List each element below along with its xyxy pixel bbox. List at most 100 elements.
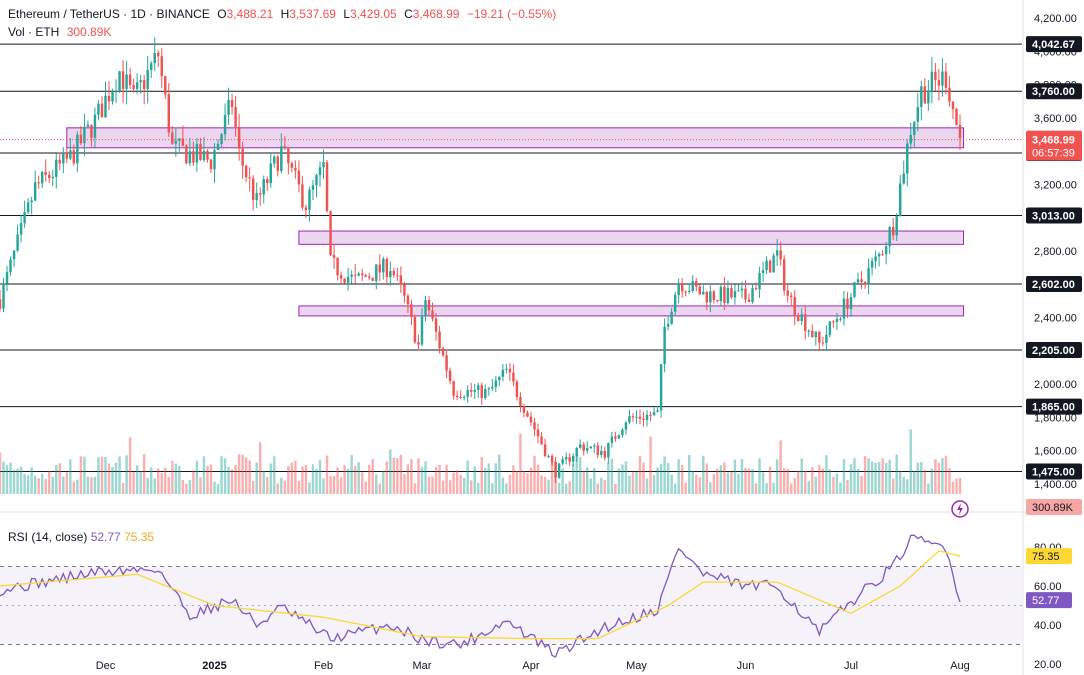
level-label: 4,042.67 (1032, 39, 1075, 51)
candle-body (923, 86, 927, 104)
candle-body (199, 143, 202, 161)
volume-bar (874, 462, 877, 494)
candle-body (754, 288, 758, 290)
rsi-tick-label: 40.00 (1034, 620, 1062, 632)
volume-bar (680, 464, 684, 494)
volume-bar (631, 471, 635, 494)
candle-body (149, 63, 153, 71)
candle-body (459, 396, 462, 398)
rsi-tick-label: 60.00 (1034, 581, 1062, 593)
volume-bar (178, 465, 181, 494)
candle-body (160, 56, 163, 77)
candle-body (747, 299, 751, 303)
candle-body (185, 145, 188, 164)
candle-body (269, 163, 272, 184)
candle-body (153, 53, 156, 64)
candle-body (515, 381, 519, 397)
rsi-ma-line (0, 550, 961, 640)
candle-body (251, 178, 255, 200)
volume-bar (431, 476, 434, 494)
candle-body (462, 396, 466, 398)
candle-body (455, 395, 459, 397)
volume-bar (353, 465, 357, 494)
volume-bar (406, 464, 410, 494)
volume-bar (550, 461, 554, 494)
volume-bar (417, 458, 420, 494)
candle-body (522, 406, 526, 413)
volume-bar (927, 483, 930, 494)
volume-bar (712, 474, 716, 494)
volume-bar (188, 479, 192, 494)
candle-body (512, 372, 515, 382)
candle-body (898, 183, 902, 217)
volume-bar (775, 459, 779, 494)
candle-body (726, 287, 730, 304)
volume-bar (480, 457, 483, 494)
volume-bar (469, 480, 473, 494)
volume-bar (867, 458, 870, 494)
volume-bar (62, 476, 65, 494)
volume-bar (839, 482, 842, 494)
candle-body (406, 295, 410, 305)
candle-body (174, 140, 178, 144)
candle-body (118, 71, 121, 92)
volume-bar (941, 458, 944, 494)
volume-bar (223, 458, 227, 494)
volume-bar (434, 466, 438, 494)
volume-bar (487, 463, 491, 494)
volume-bar (160, 473, 163, 494)
candle-body (51, 176, 54, 179)
volume-bar (185, 483, 188, 494)
level-label-box (1026, 36, 1082, 53)
candle-body (874, 256, 877, 262)
volume-bar (462, 478, 466, 494)
volume-bar (273, 456, 276, 494)
volume-bar (726, 472, 730, 494)
legend-rsi: RSI (14, close) 52.77 75.35 (8, 530, 154, 544)
candle-body (751, 288, 754, 303)
candle-body (877, 254, 881, 257)
volume-bar (237, 454, 241, 494)
candle-body (178, 138, 181, 141)
candle-body (624, 422, 628, 430)
candle-body (498, 376, 501, 381)
candle-body (649, 414, 652, 416)
price-tick-label: 1,600.00 (1034, 446, 1077, 458)
volume-bar (501, 477, 505, 494)
volume-bar (157, 468, 160, 494)
volume-bar (849, 464, 853, 494)
candle-body (283, 146, 287, 148)
candle-body (677, 282, 680, 296)
candle-body (244, 165, 248, 178)
volume-bar (898, 471, 902, 494)
support-resistance-zone (66, 127, 965, 149)
volume-bar (51, 477, 54, 494)
volume-bar (564, 483, 568, 494)
volume-bar (505, 483, 508, 494)
volume-bar (554, 460, 557, 494)
level-label-box (1026, 463, 1082, 480)
volume-bar (72, 481, 76, 494)
candle-body (132, 85, 135, 89)
volume-bar (111, 467, 114, 494)
volume-bar (76, 479, 79, 494)
volume-bar (522, 471, 526, 494)
high-value: 3,537.69 (289, 7, 336, 21)
volume-bar (944, 455, 948, 494)
volume-bar (772, 482, 775, 494)
volume-bar (0, 452, 2, 494)
volume-bar (382, 471, 385, 494)
volume-bar (164, 467, 167, 494)
rsi-current-label-box (1026, 592, 1072, 609)
volume-bar (220, 456, 223, 494)
volume-bar (543, 476, 547, 494)
volume-bar (294, 460, 297, 494)
volume-bar (125, 455, 128, 494)
candle-body (139, 80, 142, 83)
candle-body (832, 321, 835, 323)
volume-bar (930, 468, 934, 494)
candle-body (638, 416, 642, 419)
candle-body (891, 227, 895, 236)
candle-body (533, 422, 536, 430)
